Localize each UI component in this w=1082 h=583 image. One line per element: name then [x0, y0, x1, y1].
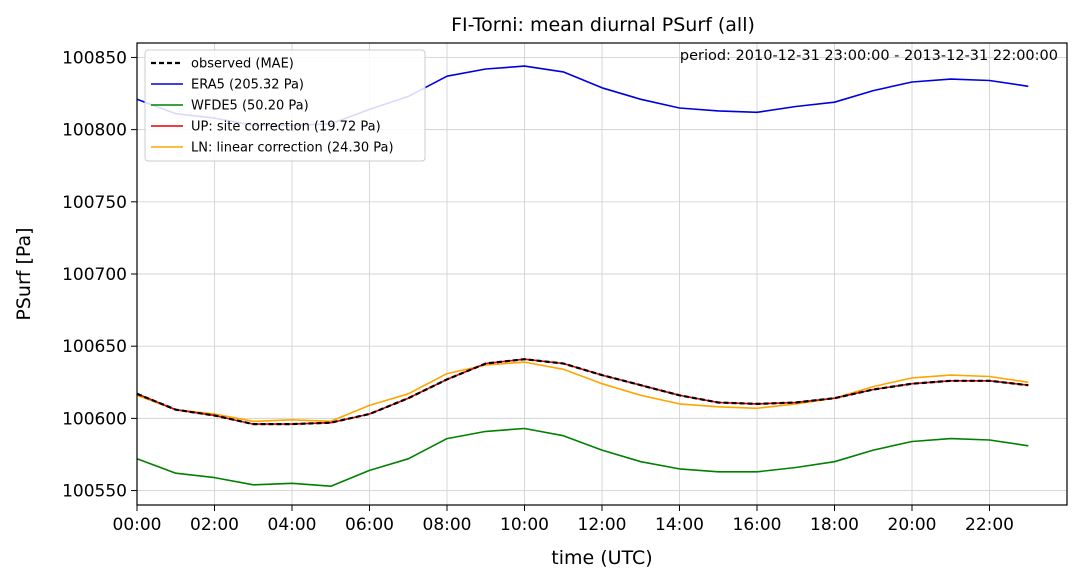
- series-line-3: [136, 358, 1029, 425]
- x-tick-label: 12:00: [578, 515, 627, 535]
- y-axis-label: PSurf [Pa]: [13, 227, 35, 320]
- x-tick-label: 00:00: [113, 515, 162, 535]
- x-tick-label: 06:00: [345, 515, 394, 535]
- y-tick-label: 100700: [62, 265, 127, 285]
- series-line-2: [136, 427, 1029, 488]
- x-tick-label: 18:00: [810, 515, 859, 535]
- y-tick-label: 100750: [62, 193, 127, 213]
- y-tick-label: 100600: [62, 409, 127, 429]
- x-tick-label: 08:00: [423, 515, 472, 535]
- period-annotation: period: 2010-12-31 23:00:00 - 2013-12-31…: [680, 48, 1058, 64]
- legend: observed (MAE) ERA5 (205.32 Pa) WFDE5 (50.…: [144, 49, 426, 162]
- y-tick-label: 100650: [62, 337, 127, 357]
- series-line-4: [136, 361, 1029, 423]
- legend-entry: UP: site correction (19.72 Pa): [191, 120, 381, 135]
- y-tick-label: 100850: [62, 48, 127, 68]
- x-axis-label: time (UTC): [551, 547, 652, 569]
- legend-entry: LN: linear correction (24.30 Pa): [191, 141, 394, 156]
- legend-box: [144, 49, 426, 162]
- x-tick-label: 10:00: [500, 515, 549, 535]
- x-tick-label: 14:00: [655, 515, 704, 535]
- y-tick-label: 100550: [62, 482, 127, 502]
- x-tick-label: 04:00: [268, 515, 317, 535]
- legend-entry: WFDE5 (50.20 Pa): [191, 99, 309, 114]
- ticks: 00:00 02:00 04:00 06:00 08:00 10:00 12:00 14:00…: [62, 48, 1014, 535]
- grid: [136, 43, 1067, 505]
- legend-entry: ERA5 (205.32 Pa): [191, 78, 304, 93]
- series-layer: [136, 65, 1029, 488]
- series-line-0: [136, 358, 1029, 426]
- chart-title: FI-Torni: mean diurnal PSurf (all): [451, 14, 755, 36]
- x-tick-label: 20:00: [888, 515, 937, 535]
- legend-entry: observed (MAE): [191, 57, 294, 72]
- x-tick-label: 16:00: [733, 515, 782, 535]
- x-tick-label: 02:00: [190, 515, 239, 535]
- y-tick-label: 100800: [62, 121, 127, 141]
- x-tick-label: 22:00: [965, 515, 1014, 535]
